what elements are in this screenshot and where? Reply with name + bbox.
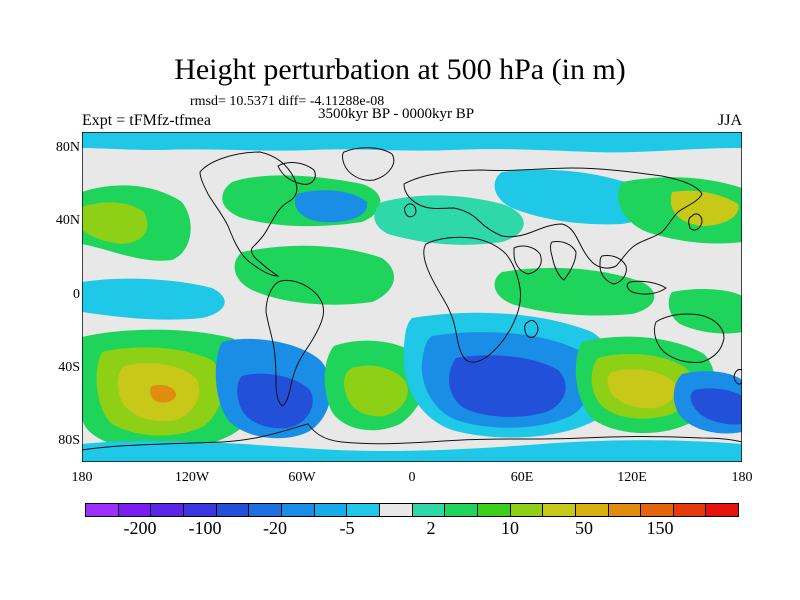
lon-tick-label: 180 bbox=[71, 470, 93, 485]
colorbar-swatch bbox=[118, 504, 152, 516]
plot-title: Height perturbation at 500 hPa (in m) bbox=[174, 53, 626, 86]
colorbar-swatch bbox=[379, 504, 413, 516]
contour-region bbox=[82, 202, 148, 244]
colorbar-swatch bbox=[543, 504, 576, 516]
lat-tick-label: 80S bbox=[58, 433, 80, 448]
contour-region bbox=[494, 169, 653, 225]
lon-tick-label: 0 bbox=[408, 470, 416, 485]
lat-tick-label: 0 bbox=[73, 287, 80, 302]
colorbar-swatch bbox=[510, 504, 544, 516]
stats-text: rmsd= 10.5371 diff= -4.11288e-08 bbox=[190, 94, 385, 109]
colorbar-label: -20 bbox=[263, 518, 287, 538]
lat-tick-label: 40S bbox=[58, 360, 80, 375]
lon-tick-label: 120W bbox=[174, 470, 210, 485]
contour-region bbox=[234, 245, 395, 305]
lon-tick-label: 120E bbox=[617, 470, 647, 485]
colorbar-swatch bbox=[86, 504, 119, 516]
contour-region bbox=[607, 369, 676, 409]
map-panel bbox=[82, 132, 742, 462]
contour-fill-layer bbox=[82, 132, 742, 462]
lat-tick-label: 80N bbox=[55, 140, 80, 155]
season-label: JJA bbox=[717, 112, 742, 129]
colorbar-swatch bbox=[216, 504, 250, 516]
colorbar-swatch bbox=[706, 504, 739, 516]
contour-region bbox=[670, 190, 739, 226]
colorbar-swatch bbox=[608, 504, 642, 516]
contour-region bbox=[82, 132, 742, 153]
lon-tick-label: 180 bbox=[731, 470, 753, 485]
colorbar-swatch bbox=[641, 504, 674, 516]
colorbar-swatch bbox=[183, 504, 217, 516]
colorbar-swatch bbox=[347, 504, 380, 516]
period-label: 3500kyr BP - 0000kyr BP bbox=[318, 106, 475, 122]
contour-region bbox=[374, 195, 524, 245]
colorbar-swatch bbox=[445, 504, 478, 516]
colorbar-swatch bbox=[412, 504, 446, 516]
experiment-label: Expt = tFMfz-tfmea bbox=[82, 112, 211, 129]
colorbar-swatch bbox=[151, 504, 184, 516]
colorbar-label: 10 bbox=[501, 518, 519, 538]
contour-region bbox=[82, 440, 742, 462]
contour-region bbox=[494, 267, 655, 316]
lat-tick-label: 40N bbox=[55, 213, 80, 228]
contour-region bbox=[150, 384, 176, 403]
colorbar-label: 50 bbox=[575, 518, 593, 538]
lon-tick-label: 60W bbox=[288, 470, 316, 485]
colorbar-label: -5 bbox=[339, 518, 355, 538]
contour-region bbox=[449, 355, 566, 417]
colorbar-swatch bbox=[575, 504, 609, 516]
lon-tick-label: 60E bbox=[510, 470, 534, 485]
map-plot bbox=[82, 132, 742, 462]
colorbar-label: 150 bbox=[646, 518, 674, 538]
colorbar-swatch bbox=[314, 504, 348, 516]
colorbar bbox=[85, 503, 739, 517]
contour-region bbox=[690, 388, 742, 425]
coastlines bbox=[82, 147, 742, 451]
contour-region bbox=[344, 365, 408, 417]
colorbar-swatch bbox=[673, 504, 707, 516]
contour-region bbox=[237, 373, 313, 429]
contour-region bbox=[668, 289, 742, 334]
colorbar-swatch bbox=[477, 504, 511, 516]
contour-region bbox=[82, 278, 225, 320]
colorbar-label: -200 bbox=[123, 518, 157, 538]
contour-region bbox=[294, 190, 368, 223]
colorbar-label: 2 bbox=[426, 518, 436, 538]
colorbar-swatch bbox=[249, 504, 282, 516]
colorbar-label: -100 bbox=[188, 518, 222, 538]
colorbar-swatch bbox=[281, 504, 315, 516]
